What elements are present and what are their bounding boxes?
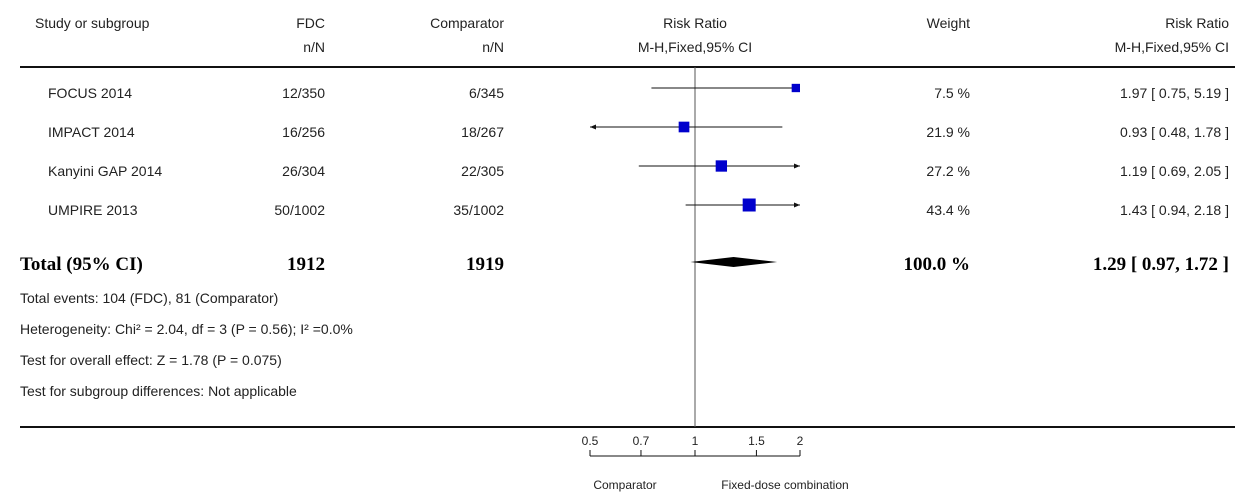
header-group2-sub: n/N xyxy=(482,39,504,55)
pooled-diamond xyxy=(690,257,778,267)
study-marker xyxy=(742,198,756,212)
footer-subgroup: Test for subgroup differences: Not appli… xyxy=(20,383,297,399)
study-marker xyxy=(791,83,800,93)
study-group1: 26/304 xyxy=(282,163,325,179)
x-tick-label: 1 xyxy=(692,434,699,448)
axis-right-label: Fixed-dose combination xyxy=(721,478,849,492)
header-group1: FDC xyxy=(296,15,325,31)
study-group1: 16/256 xyxy=(282,124,325,140)
total-effect: 1.29 [ 0.97, 1.72 ] xyxy=(1092,254,1229,275)
study-effect: 0.93 [ 0.48, 1.78 ] xyxy=(1120,124,1229,140)
footer-events: Total events: 104 (FDC), 81 (Comparator) xyxy=(20,290,279,306)
header-plot-sub: M-H,Fixed,95% CI xyxy=(637,39,753,55)
study-effect: 1.19 [ 0.69, 2.05 ] xyxy=(1120,163,1229,179)
ci-arrow-left xyxy=(590,124,596,130)
ci-arrow-right xyxy=(794,202,800,208)
total-group1: 1912 xyxy=(287,254,325,275)
study-effect: 1.97 [ 0.75, 5.19 ] xyxy=(1120,85,1229,101)
study-name: FOCUS 2014 xyxy=(48,85,133,101)
header-effect-sub: M-H,Fixed,95% CI xyxy=(1114,39,1229,55)
header-plot: Risk Ratio xyxy=(663,15,727,31)
header-group1-sub: n/N xyxy=(303,39,325,55)
study-group1: 12/350 xyxy=(282,85,325,101)
study-marker xyxy=(678,121,690,133)
total-weight: 100.0 % xyxy=(903,254,971,275)
header-rule xyxy=(20,66,1235,68)
study-name: IMPACT 2014 xyxy=(48,124,135,140)
x-tick-label: 0.5 xyxy=(582,434,599,448)
study-group2: 6/345 xyxy=(468,85,504,101)
study-name: Kanyini GAP 2014 xyxy=(48,163,163,179)
x-tick-label: 1.5 xyxy=(748,434,765,448)
total-label: Total (95% CI) xyxy=(20,254,143,275)
header-weight: Weight xyxy=(926,15,970,31)
footer-heterogeneity: Heterogeneity: Chi² = 2.04, df = 3 (P = … xyxy=(20,321,353,337)
study-name: UMPIRE 2013 xyxy=(48,202,138,218)
study-group2: 22/305 xyxy=(461,163,504,179)
header-effect: Risk Ratio xyxy=(1165,15,1229,31)
ci-arrow-right xyxy=(794,163,800,169)
header-group2: Comparator xyxy=(430,15,504,31)
study-group2: 35/1002 xyxy=(453,202,504,218)
x-tick-label: 0.7 xyxy=(633,434,650,448)
study-weight: 27.2 % xyxy=(926,163,970,179)
study-weight: 43.4 % xyxy=(926,202,970,218)
study-group2: 18/267 xyxy=(461,124,504,140)
footer-rule xyxy=(20,426,1235,428)
footer-overall: Test for overall effect: Z = 1.78 (P = 0… xyxy=(20,352,282,368)
header-study: Study or subgroup xyxy=(35,15,150,31)
axis-left-label: Comparator xyxy=(593,478,657,492)
study-marker xyxy=(715,160,728,172)
x-tick-label: 2 xyxy=(797,434,804,448)
study-effect: 1.43 [ 0.94, 2.18 ] xyxy=(1120,202,1229,218)
study-weight: 7.5 % xyxy=(934,85,970,101)
total-group2: 1919 xyxy=(466,254,504,275)
study-weight: 21.9 % xyxy=(926,124,970,140)
study-group1: 50/1002 xyxy=(274,202,325,218)
